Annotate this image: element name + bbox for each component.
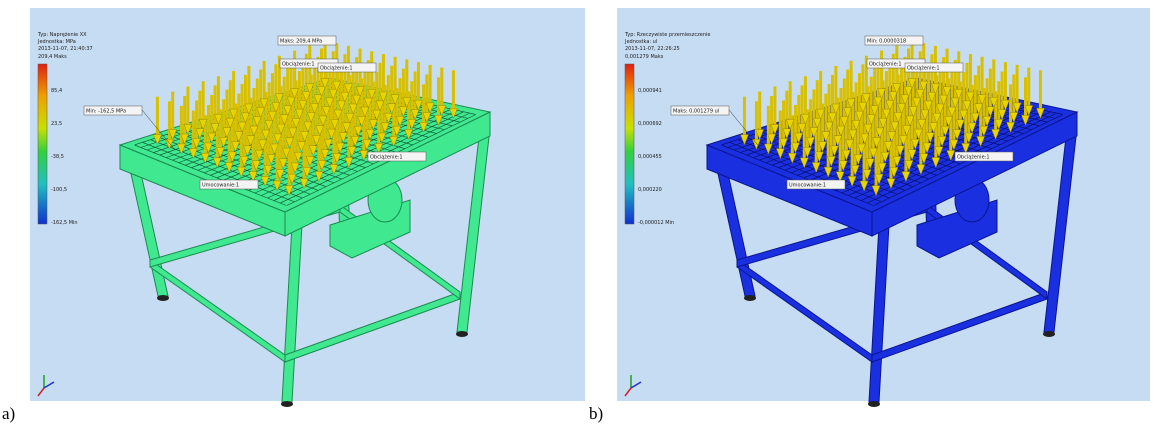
result-info: Jednostka: ul: [624, 39, 657, 45]
figure: a) b) Typ: Naprężenie XXJednostka: MPa20…: [0, 0, 1155, 423]
page: a) b) Typ: Naprężenie XXJednostka: MPa20…: [0, 0, 1155, 423]
result-info: Typ: Rzeczywiste przemieszczenie: [624, 32, 710, 38]
panel-label: b): [589, 404, 603, 423]
max-label: 209,4 Maks: [38, 54, 67, 60]
color-scale: [625, 64, 634, 224]
callout-text: Obciążenie:1: [957, 155, 990, 161]
leg-foot: [456, 331, 468, 337]
result-info: 2013-11-07, 21:40:37: [38, 46, 93, 52]
scale-label: -0,000012 Min: [638, 220, 674, 226]
scale-label: 0,000692: [638, 121, 662, 127]
scale-label: 0,000455: [638, 154, 662, 160]
result-info: Jednostka: MPa: [37, 39, 76, 45]
result-info: Typ: Naprężenie XX: [37, 32, 87, 38]
leg-foot: [868, 401, 880, 407]
scale-label: -38,5: [51, 154, 64, 160]
leg-foot: [157, 295, 169, 301]
scale-label: 85,4: [51, 88, 62, 94]
callout-text: Maks: 209,4 MPa: [280, 39, 322, 45]
scale-label: 0,000941: [638, 88, 662, 94]
callout-text: Obciążenie:1: [370, 155, 403, 161]
callout-text: Obciążenie:1: [907, 66, 940, 72]
scale-label: -162,5 Min: [51, 220, 78, 226]
callout-text: Min: 0,0000318: [867, 39, 906, 45]
scale-label: 23,5: [51, 121, 62, 127]
scale-label: -100,5: [51, 187, 67, 193]
result-info: 2013-11-07, 22:26:25: [625, 46, 680, 52]
leg-foot: [1043, 331, 1055, 337]
max-label: 0,001279 Maks: [625, 54, 664, 60]
scale-label: 0,000220: [638, 187, 662, 193]
callout-text: Min: -162,5 MPa: [86, 109, 126, 115]
color-scale: [38, 64, 47, 224]
callout-text: Umocowanie:1: [202, 183, 239, 189]
callout-text: Umocowanie:1: [789, 183, 826, 189]
callout-text: Maks: 0,001279 ul: [673, 109, 719, 115]
callout-text: Obciążenie:1: [869, 62, 902, 68]
callout-text: Obciążenie:1: [320, 66, 353, 72]
leg-foot: [744, 295, 756, 301]
leg-foot: [281, 401, 293, 407]
panel-label: a): [2, 404, 15, 423]
callout-text: Obciążenie:1: [282, 62, 315, 68]
